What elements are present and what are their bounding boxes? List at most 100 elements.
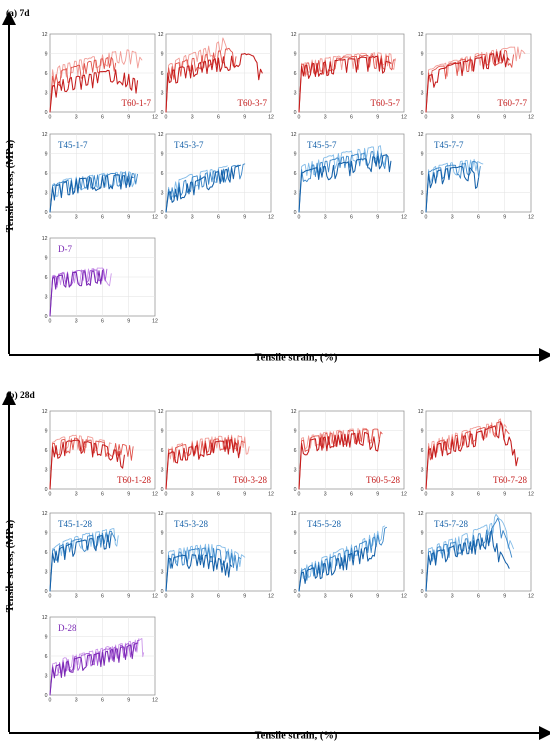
x-tick-label: 9: [127, 115, 130, 121]
series-line-2: [165, 47, 237, 113]
series-line-1: [165, 52, 263, 113]
series-line-1: [425, 530, 510, 592]
x-tick-label: 3: [75, 698, 78, 704]
x-tick-label: 3: [191, 492, 194, 498]
y-tick-label: 3: [45, 90, 48, 96]
x-tick-label: 12: [268, 492, 274, 498]
x-tick-label: 0: [165, 492, 168, 498]
subplot-T60-7-28: 0 3 6 9 12 0 3 6 9 12 T60-7-28: [418, 409, 534, 498]
x-tick-label: 3: [75, 319, 78, 325]
specimen-label: T45-5-28: [307, 519, 341, 529]
y-tick-label: 0: [421, 589, 424, 595]
x-tick-label: 3: [191, 594, 194, 600]
section-28d: (b) 28d Tensile stress, (MPa) Tensile st…: [2, 390, 550, 742]
x-tick-label: 3: [75, 594, 78, 600]
x-tick-label: 6: [101, 698, 104, 704]
y-tick-label: 12: [42, 511, 48, 517]
x-tick-label: 0: [165, 215, 168, 221]
y-tick-label: 6: [45, 550, 48, 556]
y-tick-label: 6: [421, 448, 424, 454]
y-tick-label: 0: [161, 487, 164, 493]
x-tick-label: 9: [243, 115, 246, 121]
x-axis-label-7d: Tensile strain, (%): [255, 353, 338, 364]
subplot-T45-3-7: 0 3 6 9 12 0 3 6 9 12 T45-3-7: [158, 132, 274, 221]
specimen-label: T45-1-28: [58, 519, 92, 529]
x-tick-label: 9: [376, 215, 379, 221]
x-tick-label: 9: [243, 492, 246, 498]
subplot-T60-7-7: 0 3 6 9 12 0 3 6 9 12 T60-7-7: [418, 32, 534, 121]
y-tick-label: 3: [294, 467, 297, 473]
y-tick-label: 9: [294, 51, 297, 57]
subplot-T45-5-28: 0 3 6 9 12 0 3 6 9 12 T45-5-28: [291, 511, 407, 600]
y-tick-label: 3: [421, 569, 424, 575]
y-tick-label: 6: [294, 448, 297, 454]
x-tick-label: 6: [101, 215, 104, 221]
y-tick-label: 3: [45, 190, 48, 196]
x-tick-label: 12: [528, 492, 534, 498]
subplot-T45-7-7: 0 3 6 9 12 0 3 6 9 12 T45-7-7: [418, 132, 534, 221]
y-tick-label: 12: [42, 132, 48, 138]
y-tick-label: 6: [294, 550, 297, 556]
y-tick-label: 9: [45, 255, 48, 261]
y-tick-label: 12: [158, 409, 164, 415]
y-tick-label: 9: [421, 151, 424, 157]
panel-title-7d: (a) 7d: [6, 8, 30, 19]
x-tick-label: 0: [49, 594, 52, 600]
x-tick-label: 9: [376, 115, 379, 121]
series-line-3: [425, 418, 507, 490]
x-tick-label: 3: [451, 492, 454, 498]
series-line-3: [165, 543, 246, 592]
x-tick-label: 12: [528, 215, 534, 221]
series-line-3: [298, 145, 389, 213]
x-tick-label: 0: [425, 492, 428, 498]
subplot-T60-5-7: 0 3 6 9 12 0 3 6 9 12 T60-5-7: [291, 32, 407, 121]
y-tick-label: 3: [161, 569, 164, 575]
y-tick-label: 3: [45, 569, 48, 575]
series-line-2: [298, 150, 387, 213]
y-tick-label: 0: [294, 589, 297, 595]
y-tick-label: 6: [45, 654, 48, 660]
y-tick-label: 0: [421, 210, 424, 216]
y-tick-label: 9: [45, 428, 48, 434]
x-tick-label: 6: [477, 215, 480, 221]
y-tick-label: 3: [161, 90, 164, 96]
x-tick-label: 12: [528, 594, 534, 600]
y-tick-label: 9: [421, 530, 424, 536]
x-tick-label: 9: [127, 319, 130, 325]
x-tick-label: 6: [350, 492, 353, 498]
y-tick-label: 3: [421, 467, 424, 473]
subplot-T60-1-28: 0 3 6 9 12 0 3 6 9 12 T60-1-28: [42, 409, 158, 498]
y-tick-label: 9: [294, 428, 297, 434]
series-line-3: [49, 267, 112, 317]
y-tick-label: 6: [161, 448, 164, 454]
x-tick-label: 0: [298, 215, 301, 221]
y-tick-label: 0: [45, 693, 48, 699]
series-line-2: [49, 172, 138, 213]
x-tick-label: 9: [503, 594, 506, 600]
subplot-T60-3-28: 0 3 6 9 12 0 3 6 9 12 T60-3-28: [158, 409, 274, 498]
series-line-3: [165, 37, 228, 113]
x-tick-label: 6: [101, 492, 104, 498]
x-tick-label: 6: [350, 215, 353, 221]
specimen-label: T45-3-7: [174, 140, 204, 150]
series-line-2: [165, 163, 246, 213]
specimen-label: T45-5-7: [307, 140, 337, 150]
specimen-label: T60-1-28: [117, 475, 151, 485]
y-tick-label: 9: [45, 634, 48, 640]
series-line-2: [165, 547, 241, 592]
y-tick-label: 0: [421, 487, 424, 493]
y-tick-label: 0: [161, 210, 164, 216]
x-tick-label: 12: [528, 115, 534, 121]
y-tick-label: 9: [45, 151, 48, 157]
y-tick-label: 3: [45, 467, 48, 473]
y-tick-label: 3: [161, 190, 164, 196]
x-tick-label: 12: [152, 698, 158, 704]
x-tick-label: 12: [152, 115, 158, 121]
specimen-label: D-7: [58, 244, 72, 254]
y-tick-label: 6: [45, 171, 48, 177]
x-tick-label: 0: [165, 594, 168, 600]
x-tick-label: 9: [503, 215, 506, 221]
series-line-2: [49, 268, 108, 317]
x-tick-label: 0: [425, 594, 428, 600]
